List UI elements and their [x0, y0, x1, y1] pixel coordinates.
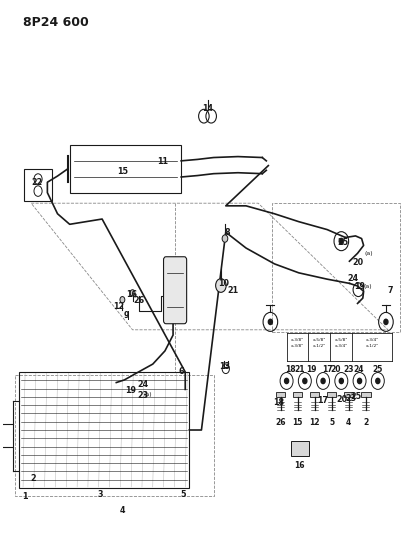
Text: 21: 21 [295, 365, 305, 374]
Text: 17: 17 [322, 365, 332, 374]
Text: x-3/4": x-3/4" [365, 338, 379, 342]
Text: x-5/8": x-5/8" [313, 338, 326, 342]
Text: 25: 25 [373, 365, 383, 374]
Text: 17: 17 [318, 397, 328, 406]
Text: 15: 15 [117, 167, 128, 176]
Text: 10: 10 [218, 279, 229, 288]
Bar [291, 441, 309, 456]
Bar [272, 203, 400, 333]
Text: x-1/2": x-1/2" [365, 344, 379, 348]
Bar [310, 392, 319, 397]
Text: 14: 14 [203, 104, 213, 113]
Text: 26: 26 [275, 418, 286, 427]
Text: 25: 25 [351, 392, 362, 401]
Text: 6: 6 [178, 367, 184, 376]
Circle shape [222, 235, 228, 242]
Text: 11: 11 [157, 157, 169, 166]
Text: 2: 2 [30, 474, 36, 483]
Text: 8P24 600: 8P24 600 [23, 16, 89, 29]
Text: 24: 24 [137, 379, 148, 389]
Text: 20: 20 [336, 395, 347, 404]
Text: 18: 18 [273, 398, 284, 407]
Text: 2: 2 [363, 418, 368, 427]
Text: (a): (a) [143, 392, 152, 397]
Text: 18: 18 [285, 365, 296, 374]
Bar [344, 392, 353, 397]
Circle shape [303, 378, 307, 384]
Text: (a): (a) [363, 284, 372, 288]
Text: 23: 23 [138, 391, 149, 400]
Text: 23: 23 [345, 394, 356, 403]
Text: 4: 4 [346, 418, 351, 427]
Text: 12: 12 [113, 302, 124, 311]
Text: 13: 13 [219, 362, 231, 371]
Text: 5: 5 [180, 490, 186, 499]
Text: 8: 8 [225, 228, 231, 237]
Text: 15: 15 [292, 418, 303, 427]
Text: 26: 26 [134, 296, 145, 305]
FancyBboxPatch shape [164, 257, 187, 324]
Text: x-3/4": x-3/4" [335, 344, 348, 348]
Circle shape [339, 378, 343, 384]
Bar [361, 392, 370, 397]
Text: 16: 16 [294, 461, 305, 470]
Circle shape [34, 174, 42, 184]
Text: (a): (a) [365, 251, 374, 256]
Circle shape [321, 378, 325, 384]
Bar [293, 392, 302, 397]
Bar [276, 392, 285, 397]
Text: 12: 12 [309, 418, 320, 427]
Bar [19, 372, 189, 488]
Circle shape [384, 319, 388, 325]
Circle shape [358, 378, 362, 384]
Text: 3: 3 [97, 490, 103, 499]
Circle shape [339, 238, 344, 244]
Text: x-5/8": x-5/8" [335, 338, 348, 342]
Text: 20: 20 [331, 365, 341, 374]
Circle shape [34, 186, 42, 196]
Bar [327, 392, 337, 397]
Text: x-3/8": x-3/8" [291, 338, 304, 342]
Text: 22: 22 [32, 177, 43, 187]
Text: 9: 9 [124, 311, 129, 319]
Bar [70, 145, 181, 192]
Circle shape [376, 378, 380, 384]
Text: 7: 7 [387, 286, 393, 295]
Text: 24: 24 [353, 365, 364, 374]
Text: 1: 1 [22, 492, 28, 502]
Text: 20: 20 [352, 258, 363, 267]
Text: 24: 24 [347, 274, 358, 283]
Circle shape [216, 279, 226, 292]
Circle shape [130, 290, 135, 296]
Text: 25: 25 [338, 238, 349, 247]
Text: 19: 19 [306, 365, 316, 374]
Bar [24, 169, 52, 200]
Text: 4: 4 [120, 506, 125, 515]
Text: 21: 21 [227, 286, 238, 295]
Text: 23: 23 [343, 365, 353, 374]
Text: x-3/8": x-3/8" [291, 344, 304, 348]
Text: 19: 19 [125, 386, 136, 395]
Text: 5: 5 [329, 418, 334, 427]
Circle shape [120, 296, 125, 303]
Circle shape [268, 319, 272, 325]
Text: 16: 16 [126, 290, 137, 299]
Text: x-1/2": x-1/2" [313, 344, 326, 348]
Circle shape [284, 378, 289, 384]
Text: 19: 19 [354, 281, 365, 290]
